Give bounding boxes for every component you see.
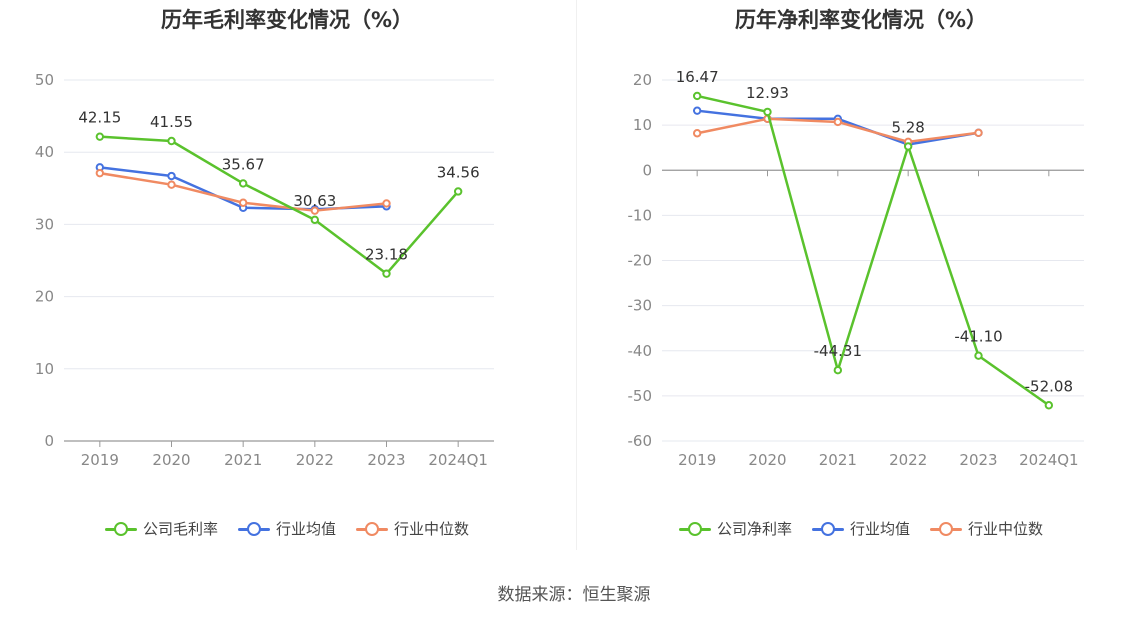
data-point — [763, 107, 772, 117]
y-tick-label: 0 — [44, 432, 54, 450]
x-tick-label: 2021 — [224, 451, 262, 469]
y-tick-label: -20 — [628, 252, 653, 270]
legend-label: 行业均值 — [849, 520, 910, 538]
y-tick-label: -10 — [628, 206, 653, 224]
chart-title: 历年净利率变化情况（%） — [734, 8, 988, 32]
data-point — [974, 128, 983, 137]
x-tick-label: 2021 — [819, 451, 857, 469]
data-point — [310, 215, 320, 225]
data-point — [453, 187, 463, 196]
legend-swatch-icon — [356, 519, 388, 539]
x-tick-label: 2024Q1 — [428, 451, 488, 469]
legend-swatch-icon — [104, 519, 137, 539]
x-tick-label: 2020 — [748, 451, 786, 469]
data-label: 34.56 — [437, 163, 480, 181]
data-label: 16.47 — [676, 68, 719, 86]
data-point — [1044, 401, 1054, 410]
panel-divider — [576, 0, 577, 550]
y-tick-label: -60 — [628, 432, 653, 450]
data-point — [382, 269, 391, 278]
y-tick-label: 10 — [633, 116, 652, 134]
data-point — [974, 351, 983, 360]
chart-legend: 公司毛利率 行业均值 行业中位数 — [0, 518, 574, 539]
data-point — [903, 142, 913, 151]
data-point — [692, 129, 702, 138]
legend-swatch-icon — [678, 519, 711, 539]
data-point — [238, 179, 248, 188]
legend-swatch-icon — [811, 519, 844, 539]
y-tick-label: -50 — [628, 387, 653, 405]
x-tick-label: 2023 — [959, 451, 997, 469]
data-point — [167, 171, 176, 181]
data-point — [167, 136, 176, 146]
data-point — [310, 206, 320, 215]
legend-label: 公司毛利率 — [142, 520, 218, 538]
y-tick-label: 20 — [35, 288, 54, 306]
legend-label: 公司净利率 — [716, 520, 792, 538]
data-point — [833, 365, 843, 375]
data-point — [95, 132, 105, 141]
data-label: -52.08 — [1025, 377, 1073, 395]
legend-label: 行业均值 — [275, 520, 336, 538]
data-point — [692, 91, 702, 101]
legend-item[interactable]: 公司净利率 — [678, 518, 792, 539]
data-label: 42.15 — [78, 109, 121, 127]
x-tick-label: 2020 — [152, 451, 190, 469]
legend-item[interactable]: 行业中位数 — [930, 518, 1043, 539]
gross-margin-chart: 历年毛利率变化情况（%） 0 10 20 30 40 50 2019 2020 2021 2022… — [0, 0, 574, 560]
y-tick-label: 20 — [633, 71, 652, 89]
data-label: 23.18 — [365, 246, 408, 264]
legend-item[interactable]: 行业均值 — [237, 518, 336, 539]
data-label: 41.55 — [150, 113, 193, 131]
legend-item[interactable]: 公司毛利率 — [104, 518, 218, 539]
series-line — [696, 94, 1050, 407]
data-point — [833, 117, 843, 127]
x-tick-label: 2023 — [367, 451, 405, 469]
chart-legend: 公司净利率 行业均值 行业中位数 — [574, 518, 1148, 539]
data-label: 5.28 — [891, 118, 924, 136]
legend-label: 行业中位数 — [394, 520, 470, 538]
x-tick-label: 2022 — [889, 451, 927, 469]
data-source-note: 数据来源：恒生聚源 — [497, 585, 651, 605]
data-point — [167, 180, 176, 189]
x-tick-label: 2022 — [296, 451, 334, 469]
data-point — [95, 168, 105, 178]
y-tick-label: -30 — [628, 297, 653, 315]
legend-swatch-icon — [930, 519, 962, 539]
y-tick-label: 40 — [35, 143, 54, 161]
legend-label: 行业中位数 — [968, 520, 1044, 538]
net-margin-plot: -60 -50 -40 -30 -20 -10 0 10 20 2019 2020 2021 2022 2… — [628, 68, 1084, 469]
data-point — [692, 106, 702, 115]
legend-item[interactable]: 行业中位数 — [356, 518, 469, 539]
y-tick-label: 50 — [35, 71, 54, 89]
data-label: 12.93 — [746, 84, 789, 102]
series-line — [99, 135, 460, 275]
y-tick-label: 0 — [642, 161, 652, 179]
legend-swatch-icon — [237, 519, 270, 539]
y-tick-label: 30 — [35, 215, 54, 233]
data-point — [382, 199, 391, 208]
chart-title: 历年毛利率变化情况（%） — [160, 8, 414, 32]
y-tick-label: -40 — [628, 342, 653, 360]
x-tick-label: 2019 — [678, 451, 716, 469]
data-label: -44.31 — [814, 342, 862, 360]
gross-margin-plot: 0 10 20 30 40 50 2019 2020 2021 2022 2023 2024Q1 42.… — [35, 71, 494, 469]
data-label: 30.63 — [293, 192, 336, 210]
net-margin-chart: 历年净利率变化情况（%） -60 -50 -40 -30 -20 -10 0 10 20 2019… — [574, 0, 1148, 560]
data-label: 35.67 — [222, 155, 265, 173]
x-tick-label: 2019 — [81, 451, 119, 469]
data-point — [238, 198, 248, 207]
y-tick-label: 10 — [35, 360, 54, 378]
x-tick-label: 2024Q1 — [1019, 451, 1079, 469]
data-label: -41.10 — [954, 328, 1002, 346]
legend-item[interactable]: 行业均值 — [811, 518, 910, 539]
